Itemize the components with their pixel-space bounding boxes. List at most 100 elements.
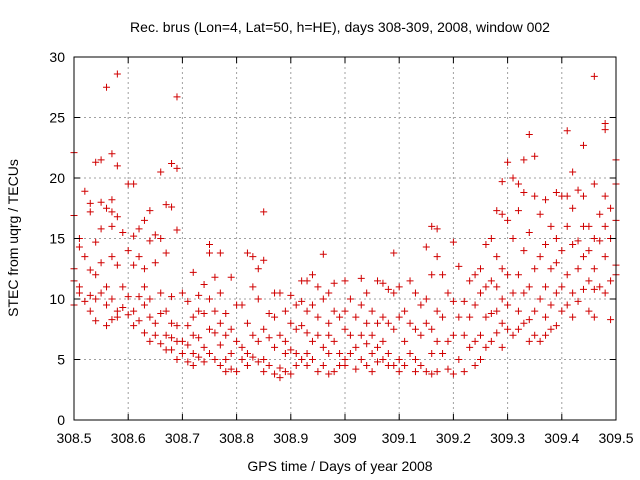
data-point bbox=[466, 343, 474, 351]
data-point bbox=[439, 313, 447, 321]
data-point bbox=[363, 289, 371, 297]
data-point bbox=[590, 180, 598, 188]
data-point bbox=[222, 368, 230, 376]
data-point bbox=[569, 289, 577, 297]
data-point bbox=[200, 343, 208, 351]
data-point bbox=[222, 356, 230, 363]
data-point bbox=[243, 249, 251, 257]
data-point bbox=[552, 289, 560, 297]
data-point bbox=[471, 301, 479, 309]
data-point bbox=[103, 204, 111, 212]
data-point bbox=[498, 178, 506, 186]
data-point bbox=[466, 277, 474, 285]
data-point bbox=[233, 368, 241, 376]
data-point bbox=[477, 356, 484, 363]
data-point bbox=[254, 265, 262, 273]
data-point bbox=[75, 289, 83, 297]
data-point bbox=[563, 192, 571, 200]
data-point bbox=[75, 283, 83, 291]
data-points bbox=[70, 70, 620, 382]
data-point bbox=[357, 356, 365, 363]
data-point bbox=[363, 340, 371, 348]
data-point bbox=[449, 238, 457, 246]
data-point bbox=[395, 356, 403, 363]
data-point bbox=[113, 162, 121, 170]
data-point bbox=[504, 325, 512, 333]
data-point bbox=[135, 225, 143, 233]
data-point bbox=[357, 274, 365, 282]
data-point bbox=[206, 349, 213, 357]
data-point bbox=[520, 289, 528, 297]
data-point bbox=[81, 297, 89, 305]
data-point bbox=[379, 279, 387, 287]
data-point bbox=[401, 362, 409, 370]
data-point bbox=[390, 325, 398, 333]
data-point bbox=[542, 241, 550, 249]
data-point bbox=[113, 313, 121, 321]
data-point bbox=[151, 259, 159, 267]
data-point bbox=[390, 249, 398, 257]
data-point bbox=[157, 340, 165, 348]
data-point bbox=[92, 238, 100, 246]
data-point bbox=[531, 265, 539, 273]
data-point bbox=[504, 158, 512, 166]
data-point bbox=[211, 356, 219, 363]
data-point bbox=[151, 231, 159, 239]
data-point bbox=[211, 307, 219, 315]
data-point bbox=[357, 331, 365, 339]
data-point bbox=[525, 228, 533, 236]
data-point bbox=[200, 310, 208, 318]
data-point bbox=[525, 283, 533, 291]
data-point bbox=[374, 277, 382, 285]
data-point bbox=[579, 141, 587, 149]
data-point bbox=[563, 127, 571, 135]
data-point bbox=[428, 271, 436, 279]
data-point bbox=[341, 307, 349, 315]
data-point bbox=[384, 319, 392, 327]
data-point bbox=[222, 310, 230, 318]
data-point bbox=[477, 289, 484, 297]
data-point bbox=[303, 277, 311, 285]
data-point bbox=[108, 222, 116, 230]
data-point bbox=[493, 253, 501, 261]
data-point bbox=[314, 368, 322, 376]
data-point bbox=[135, 293, 143, 301]
data-point bbox=[271, 370, 279, 378]
data-point bbox=[444, 365, 452, 373]
data-point bbox=[406, 349, 414, 357]
data-point bbox=[455, 313, 463, 321]
data-point bbox=[276, 289, 284, 297]
data-point bbox=[97, 225, 105, 233]
data-point bbox=[227, 273, 235, 281]
x-tick-label: 308.9 bbox=[273, 430, 308, 446]
data-point bbox=[325, 319, 333, 327]
data-point bbox=[135, 253, 143, 261]
data-point bbox=[97, 156, 105, 164]
data-point bbox=[308, 337, 316, 345]
data-point bbox=[368, 307, 376, 315]
y-tick-label: 15 bbox=[49, 231, 65, 247]
data-point bbox=[249, 331, 257, 339]
data-point bbox=[471, 362, 479, 370]
data-point bbox=[379, 337, 387, 345]
data-point bbox=[596, 283, 604, 291]
data-point bbox=[390, 362, 398, 370]
data-point bbox=[113, 70, 121, 78]
data-point bbox=[542, 196, 550, 204]
data-point bbox=[509, 174, 517, 182]
data-point bbox=[113, 213, 121, 221]
data-point bbox=[325, 370, 333, 378]
data-point bbox=[482, 343, 490, 351]
data-point bbox=[574, 297, 582, 305]
data-point bbox=[579, 285, 587, 293]
data-point bbox=[227, 349, 235, 357]
data-point bbox=[130, 261, 138, 269]
data-point bbox=[607, 277, 615, 285]
data-point bbox=[319, 295, 327, 303]
data-point bbox=[487, 310, 495, 318]
data-point bbox=[547, 222, 555, 230]
data-point bbox=[92, 317, 100, 325]
data-point bbox=[449, 331, 457, 339]
data-point bbox=[298, 356, 306, 363]
data-point bbox=[206, 249, 213, 257]
